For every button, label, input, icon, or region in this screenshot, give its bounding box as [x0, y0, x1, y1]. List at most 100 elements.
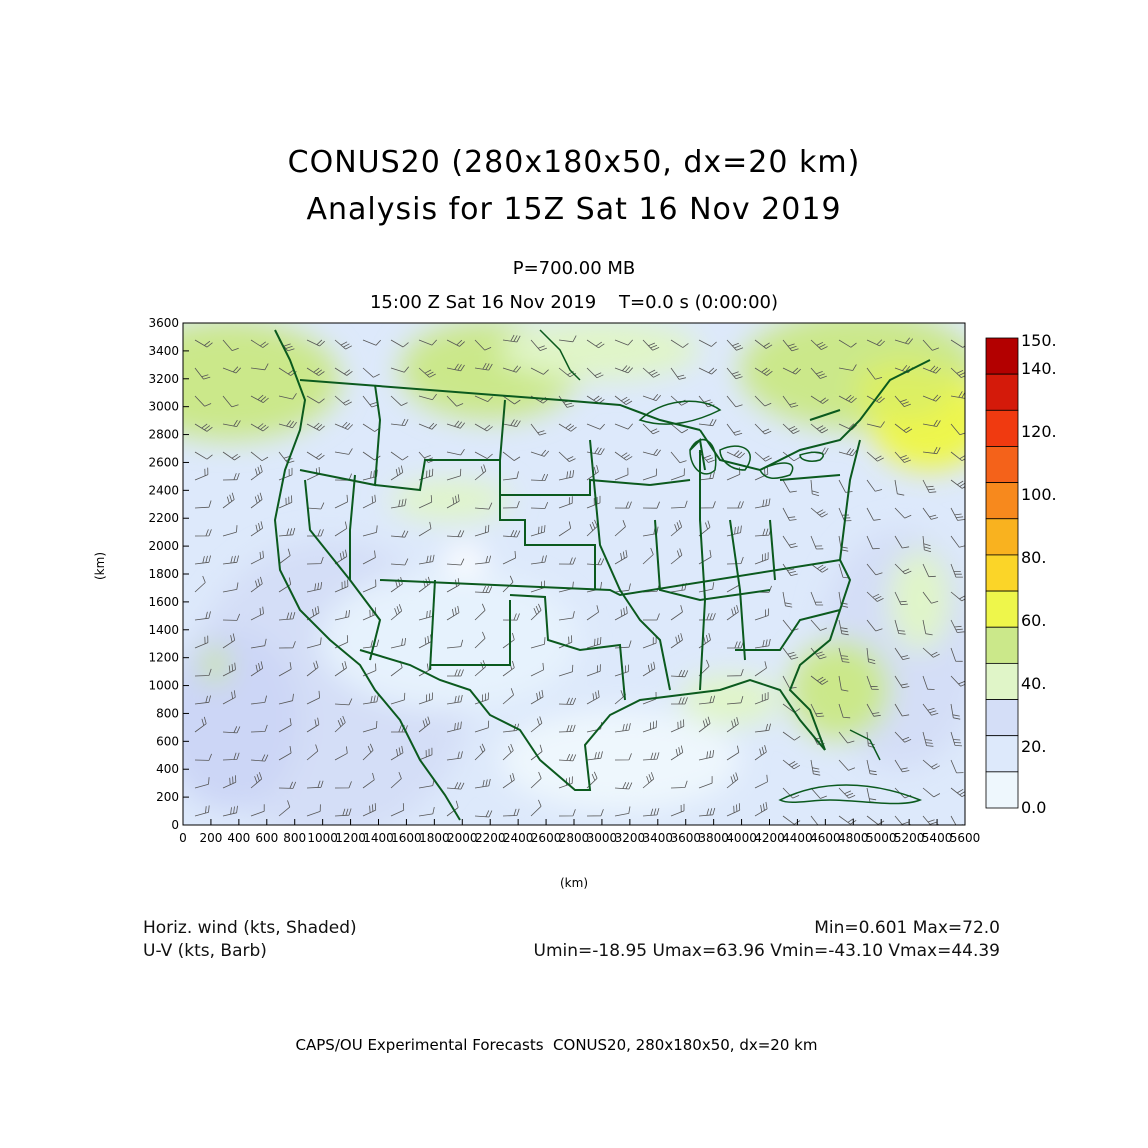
- wind-barb: [586, 423, 605, 430]
- wind-barb: [642, 339, 660, 351]
- x-tick-label: 200: [199, 831, 222, 845]
- wind-barb: [558, 557, 576, 565]
- wind-barb: [530, 501, 549, 509]
- wind-barb: [922, 535, 932, 553]
- wind-barb: [754, 467, 769, 481]
- wind-barb: [334, 367, 353, 376]
- wind-barb: [726, 745, 740, 761]
- y-tick-label: 1800: [148, 567, 179, 581]
- wind-barb: [558, 521, 572, 537]
- wind-barb: [278, 495, 293, 509]
- wind-barb: [866, 367, 883, 380]
- wind-barb: [334, 715, 346, 733]
- wind-barb: [950, 391, 965, 399]
- wind-barb: [586, 636, 602, 649]
- y-tick-label: 1000: [148, 679, 179, 693]
- x-tick-label: 1600: [391, 831, 422, 845]
- wind-barb: [810, 675, 829, 685]
- wind-barb: [950, 647, 963, 662]
- wind-barb: [698, 749, 715, 761]
- wind-barb: [278, 641, 296, 649]
- x-tick-label: 1400: [363, 831, 394, 845]
- y-tick-label: 2400: [148, 483, 179, 497]
- wind-barb: [698, 339, 717, 347]
- colorbar-swatch: [985, 554, 1019, 592]
- wind-barb: [418, 554, 435, 565]
- wind-barb: [306, 637, 322, 649]
- x-tick-label: 1800: [419, 831, 450, 845]
- wind-barb: [894, 647, 910, 660]
- x-tick-label: 1000: [307, 831, 338, 845]
- wind-barb: [670, 633, 683, 649]
- wind-barb: [614, 753, 632, 761]
- wind-barb: [754, 774, 768, 789]
- wind-barb: [502, 451, 521, 461]
- wind-barb: [306, 367, 325, 376]
- wind-barb: [866, 451, 884, 462]
- wind-barb: [502, 471, 519, 481]
- wind-barb: [334, 746, 348, 761]
- colorbar-swatch: [985, 482, 1019, 520]
- wind-barb: [390, 339, 409, 348]
- wind-barb: [558, 724, 576, 733]
- wind-barb: [334, 421, 353, 430]
- wind-barb: [894, 535, 910, 549]
- wind-barb: [530, 423, 547, 436]
- wind-barb: [446, 605, 460, 621]
- wind-barb: [362, 639, 380, 649]
- wind-barb: [222, 366, 241, 374]
- uv-range-readout: Umin=-18.95 Umax=63.96 Vmin=-43.10 Vmax=…: [533, 941, 1000, 961]
- map-subtitle: Analysis for 15Z Sat 16 Nov 2019: [306, 192, 842, 227]
- wind-barb: [726, 395, 743, 408]
- wind-barb: [558, 423, 577, 432]
- wind-barb: [642, 501, 660, 509]
- wind-barb: [922, 731, 934, 747]
- wind-barb: [222, 472, 240, 481]
- wind-barb: [250, 772, 263, 789]
- wind-barb: [502, 632, 515, 649]
- wind-barb: [586, 339, 605, 349]
- wind-barb: [250, 339, 269, 348]
- x-tick-label: 4600: [810, 831, 841, 845]
- wind-barb: [614, 782, 633, 790]
- wind-barb: [754, 423, 772, 435]
- wind-barb: [838, 647, 850, 663]
- wind-barb: [726, 423, 743, 436]
- wind-barb: [838, 675, 849, 692]
- wind-barb: [670, 520, 683, 537]
- wind-barb: [502, 395, 521, 405]
- wind-barb: [614, 467, 629, 481]
- wind-barb: [586, 751, 603, 761]
- wind-barb: [362, 772, 375, 789]
- wind-barb: [810, 367, 827, 379]
- y-axis: 0 200 400 600 800 1000 1200 1400 1600 1800 2000 220…: [148, 316, 189, 832]
- wind-barb: [362, 494, 376, 509]
- wind-barb: [250, 451, 269, 462]
- colorbar-label: 140.: [1021, 359, 1057, 378]
- wind-barb: [810, 759, 821, 776]
- wind-barb: [614, 723, 631, 733]
- wind-barb: [418, 451, 435, 463]
- wind-barb: [390, 745, 404, 761]
- wind-barb: [614, 640, 632, 649]
- colorbar-swatch: [985, 337, 1019, 375]
- wind-barb: [614, 501, 632, 509]
- wind-barb: [334, 781, 352, 789]
- x-tick-label: 2200: [475, 831, 506, 845]
- wind-barb: [194, 805, 210, 817]
- wind-barb: [586, 664, 601, 677]
- wind-barb: [530, 771, 542, 789]
- wind-barb: [334, 395, 352, 406]
- wind-barb: [474, 555, 492, 565]
- y-tick-label: 3200: [148, 372, 179, 386]
- wind-barb: [894, 479, 905, 496]
- wind-barb: [670, 548, 683, 565]
- wind-barb: [754, 498, 771, 509]
- x-tick-label: 0: [179, 831, 187, 845]
- wind-barb: [922, 563, 936, 578]
- wind-barb: [418, 468, 434, 481]
- wind-barb: [222, 451, 241, 461]
- wind-barb: [810, 591, 824, 606]
- wind-barb: [558, 335, 577, 343]
- colorbar-label: 150.: [1021, 331, 1057, 350]
